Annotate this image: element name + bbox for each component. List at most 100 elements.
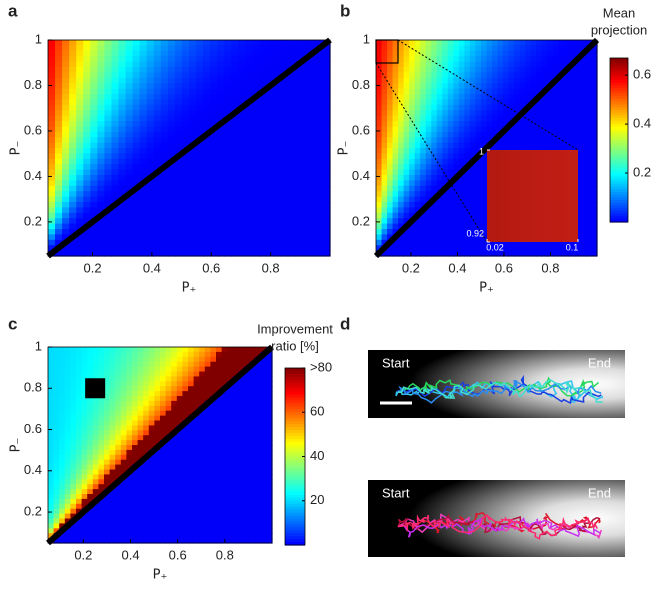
heatmap-cell: [261, 509, 267, 515]
heatmap-cell: [255, 440, 261, 446]
heatmap-cell: [133, 116, 141, 122]
heatmap-cell: [54, 465, 60, 471]
heatmap-cell: [238, 401, 244, 407]
heatmap-cell: [274, 202, 282, 208]
heatmap-cell: [382, 186, 388, 192]
heatmap-cell: [260, 191, 268, 197]
heatmap-cell: [250, 499, 256, 505]
heatmap-cell: [224, 105, 232, 111]
heatmap-cell: [442, 94, 448, 100]
heatmap-cell: [143, 386, 149, 392]
heatmap-cell: [154, 362, 160, 368]
heatmap-cell: [558, 40, 564, 46]
heatmap-cell: [580, 110, 586, 116]
heatmap-cell: [194, 425, 200, 431]
heatmap-cell: [415, 94, 421, 100]
heatmap-cell: [442, 175, 448, 181]
heatmap-cell: [110, 474, 116, 480]
heatmap-cell: [387, 45, 393, 51]
heatmap-cell: [233, 484, 239, 490]
heatmap-cell: [69, 153, 77, 159]
heatmap-cell: [104, 514, 110, 520]
heatmap-cell: [431, 229, 437, 235]
heatmap-cell: [492, 40, 498, 46]
heatmap-cell: [295, 159, 303, 165]
heatmap-cell: [138, 450, 144, 456]
heatmap-cell: [182, 367, 188, 373]
heatmap-cell: [205, 372, 211, 378]
heatmap-cell: [161, 45, 169, 51]
heatmap-cell: [98, 435, 104, 441]
heatmap-cell: [238, 126, 246, 132]
heatmap-cell: [492, 121, 498, 127]
heatmap-cell: [55, 67, 63, 73]
heatmap-cell: [82, 494, 88, 500]
heatmap-cell: [520, 121, 526, 127]
heatmap-cell: [138, 372, 144, 378]
heatmap-cell: [431, 245, 437, 251]
heatmap-cell: [481, 186, 487, 192]
heatmap-cell: [147, 218, 155, 224]
heatmap-cell: [470, 89, 476, 95]
heatmap-cell: [161, 224, 169, 230]
heatmap-cell: [295, 170, 303, 176]
heatmap-cell: [525, 89, 531, 95]
heatmap-cell: [404, 126, 410, 132]
heatmap-cell: [182, 396, 188, 402]
heatmap-cell: [196, 40, 204, 46]
heatmap-cell: [426, 94, 432, 100]
heatmap-cell: [76, 386, 82, 392]
heatmap-cell: [115, 455, 121, 461]
heatmap-cell: [398, 164, 404, 170]
heatmap-cell: [126, 416, 132, 422]
heatmap-cell: [182, 479, 188, 485]
heatmap-cell: [175, 137, 183, 143]
heatmap-cell: [55, 83, 63, 89]
heatmap-cell: [503, 45, 509, 51]
heatmap-cell: [250, 406, 256, 412]
heatmap-cell: [267, 170, 275, 176]
heatmap-cell: [143, 484, 149, 490]
heatmap-cell: [295, 148, 303, 154]
heatmap-cell: [97, 105, 105, 111]
heatmap-cell: [110, 450, 116, 456]
heatmap-cell: [126, 504, 132, 510]
heatmap-cell: [227, 362, 233, 368]
heatmap-cell: [97, 164, 105, 170]
heatmap-cell: [126, 533, 132, 539]
heatmap-cell: [154, 411, 160, 417]
heatmap-cell: [487, 72, 493, 78]
heatmap-cell: [93, 357, 99, 363]
heatmap-cell: [509, 110, 515, 116]
heatmap-cell: [55, 45, 63, 51]
heatmap-cell: [93, 352, 99, 358]
heatmap-cell: [143, 509, 149, 515]
heatmap-cell: [126, 62, 134, 68]
heatmap-cell: [382, 132, 388, 138]
heatmap-cell: [62, 207, 70, 213]
heatmap-cell: [48, 372, 54, 378]
heatmap-cell: [205, 386, 211, 392]
heatmap-cell: [55, 78, 63, 84]
heatmap-cell: [126, 45, 134, 51]
heatmap-cell: [140, 62, 148, 68]
heatmap-cell: [245, 175, 253, 181]
heatmap-cell: [231, 72, 239, 78]
heatmap-cell: [442, 143, 448, 149]
heatmap-cell: [553, 121, 559, 127]
heatmap-cell: [133, 175, 141, 181]
heatmap-cell: [65, 396, 71, 402]
heatmap-cell: [216, 499, 222, 505]
heatmap-cell: [126, 450, 132, 456]
heatmap-cell: [76, 347, 82, 353]
heatmap-cell: [475, 89, 481, 95]
heatmap-cell: [231, 224, 239, 230]
heatmap-cell: [115, 528, 121, 534]
heatmap-cell: [133, 159, 141, 165]
heatmap-cell: [575, 45, 581, 51]
heatmap-cell: [216, 470, 222, 476]
heatmap-cell: [387, 164, 393, 170]
heatmap-cell: [233, 386, 239, 392]
heatmap-cell: [426, 175, 432, 181]
heatmap-cell: [531, 45, 537, 51]
